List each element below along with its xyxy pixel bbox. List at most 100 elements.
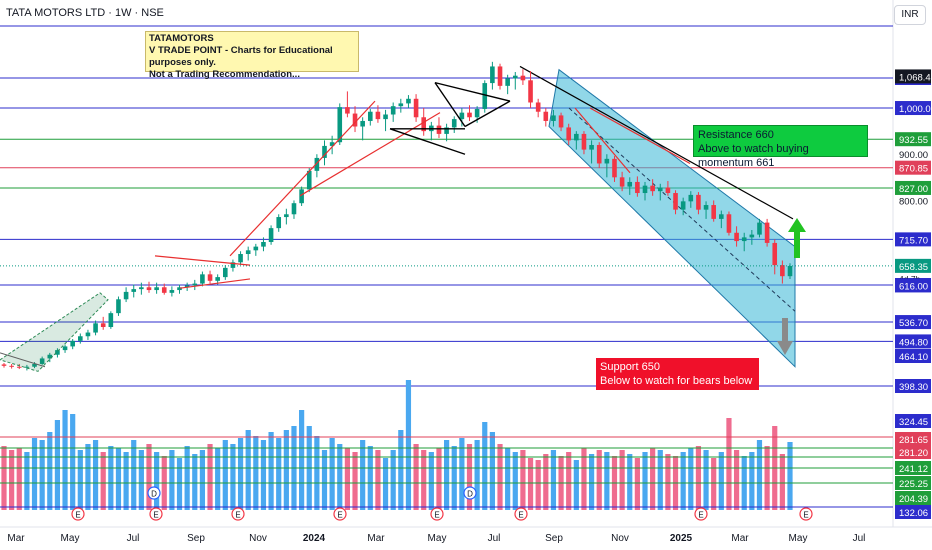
volume-bar-92 (703, 450, 709, 510)
volume-bar-36 (276, 438, 282, 510)
price-tag-current-bg (895, 258, 931, 273)
volume-bar-95 (726, 418, 732, 510)
lower-tag-5-text: 225.25 (899, 479, 928, 490)
volume-bar-100 (764, 446, 770, 510)
event-letter-5: E (434, 511, 439, 520)
volume-bar-5 (39, 440, 45, 510)
volume-bar-82 (627, 454, 633, 510)
axis-tick-1: 800.00 (899, 196, 928, 207)
x-tick-11: 2025 (670, 533, 693, 544)
volume-bar-62 (474, 440, 480, 510)
x-tick-4: Nov (249, 533, 267, 544)
volume-bar-0 (1, 446, 7, 510)
event-letter-7: E (518, 511, 523, 520)
volume-bar-69 (527, 458, 534, 510)
candle-body-62 (474, 108, 480, 118)
volume-bar-84 (642, 452, 648, 510)
candle-body-11 (85, 332, 91, 337)
candle-body-31 (238, 254, 243, 263)
volume-bar-89 (680, 452, 686, 510)
volume-bar-13 (100, 452, 106, 510)
volume-bar-28 (215, 448, 221, 510)
candle-body-71 (543, 111, 549, 121)
x-tick-13: May (789, 533, 808, 544)
volume-bar-15 (115, 448, 122, 510)
candle-body-73 (558, 115, 564, 128)
black-pattern-line-4 (464, 100, 511, 128)
candle-body-96 (734, 232, 739, 242)
volume-bar-102 (779, 454, 785, 510)
event-circle-9 (799, 507, 813, 521)
volume-bar-53 (405, 380, 412, 510)
x-tick-12: Mar (731, 533, 749, 544)
candle-body-34 (261, 242, 266, 247)
price-tag-9-bg (895, 379, 931, 393)
volume-bar-3 (24, 452, 30, 510)
volume-bar-75 (573, 460, 579, 510)
volume-bar-37 (283, 430, 289, 510)
price-tag-1-bg (895, 101, 931, 116)
volume-bar-39 (299, 410, 305, 510)
axis-tick-0: 900.00 (899, 150, 928, 161)
currency-badge[interactable]: INR (894, 5, 926, 25)
candle-body-38 (291, 203, 297, 215)
volume-bar-25 (192, 454, 198, 510)
x-tick-7: May (428, 533, 447, 544)
event-circle-1 (147, 486, 161, 500)
volume-bar-11 (85, 444, 91, 510)
price-tag-extra-text: 616.00 (899, 281, 928, 292)
volume-bar-46 (352, 452, 358, 510)
x-tick-6: Mar (367, 533, 385, 544)
candle-body-24 (184, 285, 190, 288)
candle-body-98 (749, 234, 755, 238)
candle-body-72 (551, 115, 556, 121)
candle-body-81 (619, 177, 625, 187)
lower-tag-3-bg (895, 445, 931, 459)
price-tag-high-bg (895, 69, 931, 84)
price-tag-8-text: 494.80 (899, 337, 928, 348)
candle-body-103 (787, 266, 793, 277)
price-tag-1-text: 1,000.00 (899, 104, 932, 115)
candle-body-45 (345, 107, 350, 114)
candle-body-97 (741, 237, 747, 242)
price-tag-9-text: 398.30 (899, 382, 928, 393)
lower-tag-2-text: 281.65 (899, 435, 928, 446)
price-tag-4-bg (895, 180, 931, 195)
candle-body-3 (24, 366, 30, 368)
lower-tag-6-text: 204.39 (899, 494, 928, 505)
volume-bar-30 (230, 444, 236, 510)
candle-body-37 (284, 214, 289, 218)
candle-body-50 (383, 114, 388, 120)
lower-tag-2: 281.65 (895, 432, 931, 446)
up-arrow-icon (788, 218, 806, 258)
volume-bar-56 (428, 452, 434, 510)
candle-body-35 (268, 228, 274, 243)
volume-bar-76 (581, 448, 587, 510)
volume-bar-8 (62, 410, 68, 510)
candle-body-99 (757, 222, 762, 235)
volume-bar-52 (398, 430, 404, 510)
x-tick-5: 2024 (303, 533, 326, 544)
volume-bar-10 (77, 450, 83, 510)
candle-body-8 (62, 346, 68, 351)
candle-body-44 (337, 107, 343, 143)
volume-bar-72 (550, 450, 557, 510)
volume-bar-85 (650, 448, 656, 510)
event-circle-5 (430, 507, 444, 521)
black-pattern-line-0 (389, 128, 466, 155)
candle-body-13 (100, 323, 106, 328)
volume-bar-24 (184, 446, 190, 510)
event-circle-6 (463, 486, 477, 500)
volume-bar-57 (436, 448, 442, 510)
volume-bar-41 (314, 436, 320, 510)
resistance-box: Resistance 660 Above to watch buying mom… (693, 125, 868, 169)
event-marker-5: E (430, 507, 444, 521)
price-tag-3-text: 870.85 (899, 164, 928, 175)
red-trendline-1 (299, 112, 441, 197)
event-circle-2 (149, 507, 163, 521)
price-tag-9: 398.30 (895, 379, 931, 393)
candle-body-75 (574, 133, 579, 141)
candle-body-4 (32, 363, 37, 367)
candle-body-26 (200, 274, 205, 284)
